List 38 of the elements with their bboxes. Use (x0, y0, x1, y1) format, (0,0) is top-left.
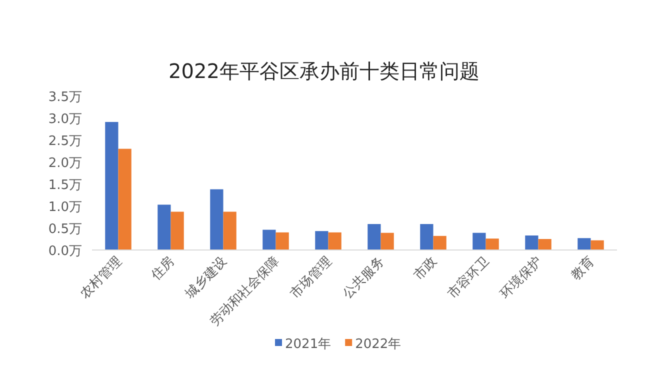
x-tick-label: 住房 (147, 254, 178, 284)
x-tick-label: 教育 (568, 254, 598, 284)
chart-title: 2022年平谷区承办前十类日常问题 (168, 59, 480, 83)
x-tick-label: 公共服务 (340, 254, 388, 302)
legend-label: 2021年 (285, 337, 332, 352)
bar (420, 224, 434, 250)
bar (472, 232, 486, 250)
y-tick-label: 2.0万 (48, 156, 82, 171)
bar (590, 240, 604, 250)
bar (525, 235, 538, 250)
x-tick-label: 环境保护 (496, 254, 546, 302)
bar (210, 189, 224, 250)
y-tick-label: 2.5万 (48, 134, 82, 149)
bar (368, 224, 381, 250)
bar (223, 212, 236, 250)
y-tick-label: 0.0万 (48, 244, 82, 259)
x-tick-label: 市场管理 (288, 254, 336, 302)
bar (105, 122, 118, 250)
bar (486, 238, 499, 250)
legend-label: 2022年 (355, 337, 402, 352)
bar (158, 204, 171, 250)
bar (328, 232, 342, 250)
y-tick-label: 3.5万 (48, 90, 82, 105)
bar (118, 148, 132, 250)
bar (262, 230, 276, 250)
bar (315, 231, 328, 250)
y-tick-label: 1.0万 (48, 200, 82, 215)
bar (380, 232, 394, 250)
x-tick-label: 市容环卫 (444, 254, 493, 302)
y-tick-label: 1.5万 (48, 178, 82, 193)
bar (170, 212, 184, 250)
y-tick-label: 0.5万 (48, 222, 82, 237)
y-tick-label: 3.0万 (48, 112, 82, 127)
bar (433, 236, 446, 250)
x-tick-label: 市政 (411, 254, 440, 284)
bar (578, 238, 591, 250)
bar (276, 232, 289, 250)
bar (538, 239, 552, 250)
